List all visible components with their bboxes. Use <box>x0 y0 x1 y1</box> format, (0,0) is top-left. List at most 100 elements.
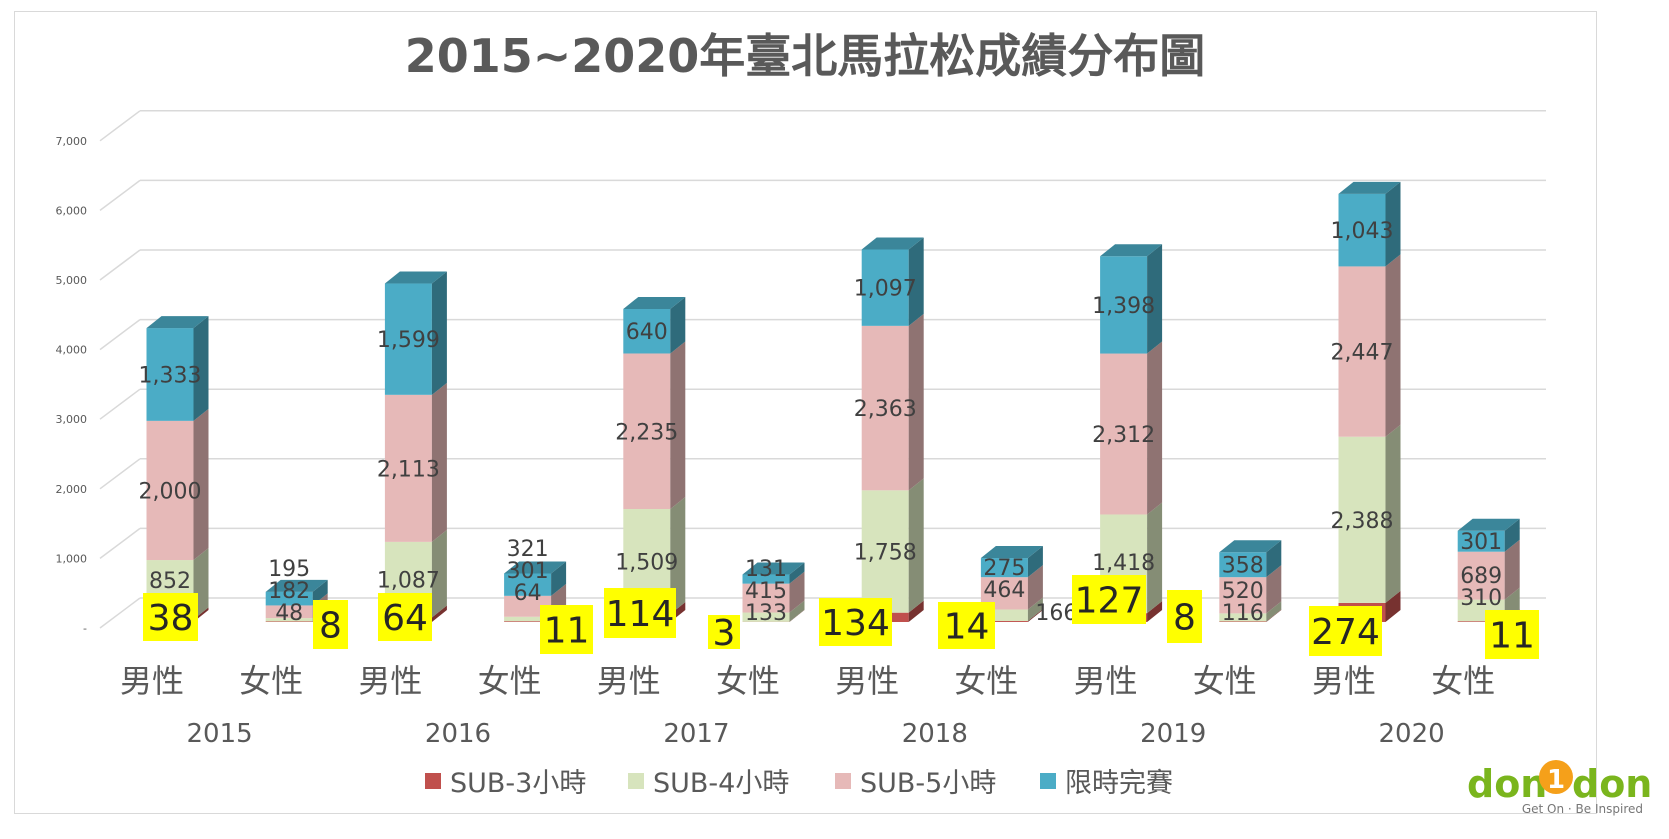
bar-segment-side <box>670 341 686 510</box>
bar-segment-front <box>1219 577 1267 614</box>
data-label: 1,333 <box>139 363 202 388</box>
data-label: 1,043 <box>1331 219 1394 244</box>
bar-segment-front <box>504 595 552 617</box>
bar-segment-side <box>1266 609 1282 622</box>
data-label: 166 <box>1035 601 1077 626</box>
legend-label: SUB-3小時 <box>450 768 586 799</box>
bar-segment-side <box>789 571 805 613</box>
x-subcategory-label: 男性 <box>835 662 899 700</box>
data-label-sub3: 274 <box>1311 612 1380 653</box>
data-label: 464 <box>983 578 1025 603</box>
bar-top <box>1338 181 1401 194</box>
logo-text-right: don <box>1572 762 1652 806</box>
sub3-label-highlight <box>938 602 995 649</box>
bar-top <box>742 562 805 575</box>
sub3-label-highlight <box>1485 610 1539 659</box>
data-label: 2,363 <box>854 397 917 422</box>
y-tick-label: 4,000 <box>56 344 88 357</box>
bar-segment-side <box>431 605 447 622</box>
data-label: 852 <box>149 569 191 594</box>
data-label-sub3: 14 <box>944 607 990 648</box>
bar-segment-front <box>265 621 313 622</box>
sub3-label-highlight <box>378 593 432 641</box>
bar-segment-front <box>1338 193 1386 267</box>
bar-top <box>146 316 209 329</box>
data-label: 131 <box>745 557 787 582</box>
data-label: 2,235 <box>615 420 678 445</box>
logo-text-left: don <box>1467 762 1547 806</box>
x-subcategory-label: 女性 <box>954 662 1018 700</box>
sub3-label-highlight <box>313 600 348 649</box>
data-label: 310 <box>1460 586 1502 611</box>
data-label: 1,509 <box>615 551 678 576</box>
bar-segment-side <box>1266 565 1282 614</box>
data-label: 48 <box>275 601 303 626</box>
sub3-label-highlight <box>708 615 740 649</box>
bar-segment-front <box>1219 613 1267 622</box>
bar-segment-side <box>789 600 805 622</box>
bar-top <box>1457 518 1520 531</box>
data-label: 182 <box>268 579 310 604</box>
bar-top <box>1100 244 1163 257</box>
bar-segment-front <box>1219 621 1267 622</box>
bar-segment-front <box>265 618 313 622</box>
y-tick-label: 3,000 <box>56 413 88 426</box>
bar-segment-side <box>431 271 447 395</box>
chart-frame <box>14 11 1597 814</box>
logo-tagline: Get On · Be Inspired <box>1522 802 1643 816</box>
data-label-sub3: 134 <box>821 603 890 644</box>
bar-segment-side <box>193 408 209 561</box>
data-label-sub3: 64 <box>382 598 428 639</box>
data-label: 64 <box>514 581 542 606</box>
y-tick-label: 1,000 <box>56 552 88 565</box>
gridline-diagonal <box>99 458 141 490</box>
data-label: 2,312 <box>1092 423 1155 448</box>
data-label: 2,447 <box>1331 341 1394 366</box>
bar-segment-side <box>1147 502 1163 614</box>
data-label: 2,113 <box>377 457 440 482</box>
gridlines <box>99 110 1546 629</box>
legend-label: SUB-5小時 <box>860 768 996 799</box>
bar-segment-front <box>384 283 432 395</box>
data-label: 689 <box>1460 564 1502 589</box>
bar-segment-side <box>1385 181 1401 267</box>
data-label: 1,599 <box>377 328 440 353</box>
bar-segment-front <box>980 558 1028 578</box>
data-label-sub3: 3 <box>713 613 736 654</box>
sub3-label-highlight <box>540 605 593 654</box>
bar-stack: 64 1,087 2,113 1,599 <box>377 271 447 641</box>
data-label: 415 <box>745 579 787 604</box>
bar-segment-front <box>742 612 790 622</box>
gridline-diagonal <box>99 110 141 142</box>
sub3-label-highlight <box>819 598 892 646</box>
don1don-logo: don 1 don Get On · Be Inspired <box>1467 760 1652 816</box>
bar-top <box>623 296 686 309</box>
gridline-diagonal <box>99 319 141 351</box>
bar-segment-front <box>623 308 671 354</box>
bar-segment-side <box>789 609 805 622</box>
y-tick-label: 5,000 <box>56 274 88 287</box>
bar-segment-side <box>193 316 209 421</box>
x-subcategory-label: 女性 <box>1193 662 1257 700</box>
legend-swatch <box>628 773 644 789</box>
bar-segment-side <box>670 296 686 354</box>
legend: SUB-3小時 SUB-4小時 SUB-5小時 限時完賽 <box>425 768 1173 799</box>
bar-segment-side <box>1027 609 1043 622</box>
x-subcategory-label: 男性 <box>120 662 184 700</box>
bar-segment-front <box>623 353 671 510</box>
data-label-sub3: 11 <box>544 611 590 652</box>
data-label: 195 <box>268 557 310 582</box>
sub3-label-highlight <box>1309 606 1382 656</box>
bar-segment-front <box>742 583 790 613</box>
x-group-label: 2018 <box>902 719 968 749</box>
bar-segment-side <box>312 579 328 606</box>
bar-stack: 274 2,388 2,447 1,043 <box>1309 181 1401 656</box>
bar-top <box>1219 540 1282 553</box>
y-tick-label: 6,000 <box>56 204 88 217</box>
bar-segment-side <box>431 529 447 618</box>
bar-segment-front <box>980 609 1028 622</box>
data-label-sub3: 11 <box>1489 616 1535 657</box>
data-label: 640 <box>626 320 668 345</box>
